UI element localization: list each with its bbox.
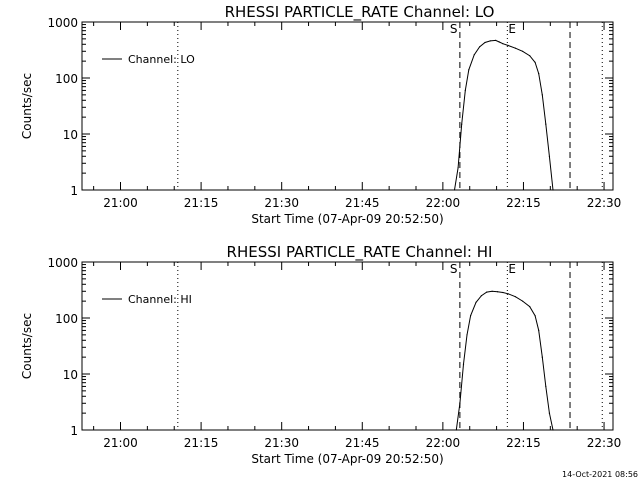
x-tick-label: 22:30	[587, 196, 622, 210]
event-marker-label: E	[508, 262, 516, 276]
data-point	[538, 73, 540, 75]
x-tick-label: 22:30	[587, 436, 622, 450]
chart-title: RHESSI PARTICLE_RATE Channel: HI	[227, 243, 493, 262]
data-point	[507, 293, 509, 295]
y-tick-label: 1	[70, 184, 78, 198]
y-tick-label: 1	[70, 424, 78, 438]
data-point	[522, 50, 524, 52]
data-point	[462, 363, 465, 365]
y-tick-label: 1000	[47, 256, 78, 270]
data-point	[514, 296, 517, 298]
x-tick-label: 21:15	[184, 436, 219, 450]
data-point	[484, 41, 486, 44]
x-tick-label: 21:30	[264, 436, 299, 450]
data-point	[522, 300, 524, 302]
panel-lo: RHESSI PARTICLE_RATE Channel: LO 21:00 21:…	[20, 3, 621, 226]
y-tick-label: 100	[55, 312, 78, 326]
data-point	[548, 412, 551, 414]
plot-frame	[81, 261, 614, 431]
data-point	[534, 315, 536, 317]
data-point	[507, 44, 509, 47]
x-tick-label: 21:00	[103, 196, 138, 210]
data-point	[479, 46, 481, 48]
x-tick-label: 22:15	[506, 196, 541, 210]
x-tick-label: 21:45	[345, 436, 380, 450]
data-point	[455, 429, 457, 431]
data-point	[470, 315, 472, 317]
data-point	[541, 356, 543, 358]
data-point	[545, 123, 547, 125]
x-tick-label: 21:00	[103, 436, 138, 450]
data-point	[538, 329, 540, 331]
data-point	[495, 39, 497, 42]
data-point	[464, 89, 466, 91]
y-tick-label: 10	[63, 128, 78, 142]
data-point	[529, 306, 531, 308]
series-line	[455, 290, 554, 431]
legend-label: Channel: LO	[128, 53, 195, 66]
data-point	[502, 43, 504, 45]
y-tick-label: 10	[63, 368, 78, 382]
data-point	[489, 40, 491, 42]
data-point	[496, 291, 499, 293]
event-marker-label: E	[508, 22, 516, 36]
series-line	[454, 39, 554, 191]
y-axis-label: Counts/sec	[20, 73, 34, 139]
data-point	[453, 189, 456, 191]
data-point	[552, 189, 554, 191]
data-point	[545, 385, 547, 387]
x-tick-label: 22:00	[426, 196, 461, 210]
y-tick-label: 100	[55, 72, 78, 86]
data-point	[466, 334, 468, 336]
data-point	[502, 291, 504, 294]
data-point	[461, 123, 463, 125]
data-point	[498, 41, 500, 43]
event-marker-label: S	[450, 22, 458, 36]
data-point	[459, 402, 461, 404]
chart-title: RHESSI PARTICLE_RATE Channel: LO	[225, 3, 495, 22]
data-point	[475, 301, 477, 303]
x-tick-label: 21:30	[264, 196, 299, 210]
data-point	[480, 295, 482, 297]
legend-label: Channel: HI	[128, 293, 192, 306]
data-point	[491, 290, 493, 292]
x-axis-label: Start Time (07-Apr-09 20:52:50)	[251, 212, 443, 226]
data-point	[534, 61, 536, 64]
data-point	[548, 155, 551, 157]
x-tick-label: 21:15	[184, 196, 219, 210]
x-tick-label: 22:00	[426, 436, 461, 450]
y-axis-label: Counts/sec	[20, 313, 34, 379]
data-point	[552, 429, 554, 431]
event-marker-label: S	[450, 262, 458, 276]
data-point	[541, 94, 543, 96]
x-tick-label: 21:45	[345, 196, 380, 210]
x-tick-label: 22:15	[506, 436, 541, 450]
x-axis-label: Start Time (07-Apr-09 20:52:50)	[251, 452, 443, 466]
data-point	[468, 69, 470, 71]
data-point	[514, 47, 517, 49]
data-point	[457, 167, 459, 169]
data-point	[529, 55, 531, 57]
y-tick-label: 1000	[47, 16, 78, 30]
data-point	[473, 54, 475, 56]
data-point	[486, 291, 488, 293]
plot-frame	[81, 21, 614, 191]
timestamp: 14-Oct-2021 08:56	[562, 470, 638, 479]
panel-hi: RHESSI PARTICLE_RATE Channel: HI 21:00 21:…	[20, 243, 621, 466]
